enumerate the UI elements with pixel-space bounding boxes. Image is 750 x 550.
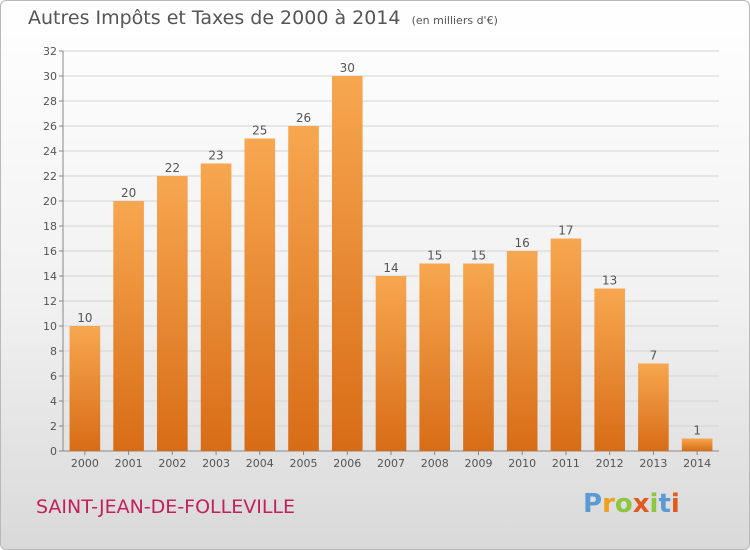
bar	[463, 263, 494, 451]
logo-letter: r	[602, 489, 615, 519]
x-tick-label: 2011	[552, 457, 580, 470]
bar-value-label: 26	[296, 111, 311, 125]
x-tick-label: 2007	[377, 457, 405, 470]
x-tick-label: 2003	[202, 457, 230, 470]
bar	[638, 363, 669, 451]
y-tick-label: 32	[43, 45, 57, 58]
bar-value-label: 30	[340, 61, 355, 75]
x-tick-label: 2013	[639, 457, 667, 470]
bar	[157, 176, 188, 451]
bar-value-label: 10	[77, 311, 92, 325]
bar-value-label: 22	[165, 161, 180, 175]
bar	[288, 126, 319, 451]
y-tick-label: 22	[43, 170, 57, 183]
bar	[594, 288, 625, 451]
bar-value-label: 25	[252, 124, 267, 138]
y-tick-label: 14	[43, 270, 57, 283]
y-tick-label: 4	[50, 395, 57, 408]
y-tick-label: 18	[43, 220, 57, 233]
logo-letter: x	[632, 489, 650, 519]
bar	[200, 163, 232, 451]
bar	[506, 251, 538, 451]
x-tick-label: 2014	[683, 457, 711, 470]
y-tick-label: 12	[43, 295, 57, 308]
bar-value-label: 16	[515, 236, 530, 250]
commune-name: SAINT-JEAN-DE-FOLLEVILLE	[36, 496, 296, 518]
bar	[375, 276, 407, 451]
bar	[244, 138, 276, 451]
y-tick-label: 10	[43, 320, 57, 333]
chart-title: Autres Impôts et Taxes de 2000 à 2014	[28, 7, 401, 29]
bars	[69, 76, 713, 451]
x-tick-label: 2012	[596, 457, 624, 470]
x-tick-label: 2005	[290, 457, 318, 470]
y-tick-label: 24	[43, 145, 57, 158]
x-tick-label: 2008	[421, 457, 449, 470]
logo-letter: o	[614, 489, 633, 519]
y-tick-label: 2	[50, 420, 57, 433]
y-tick-label: 26	[43, 120, 57, 133]
y-tick-label: 6	[50, 370, 57, 383]
y-tick-label: 28	[43, 95, 57, 108]
x-tick-label: 2004	[246, 457, 274, 470]
y-tick-label: 20	[43, 195, 57, 208]
x-tick-label: 2006	[333, 457, 361, 470]
logo-letter: i	[670, 489, 680, 519]
x-tick-label: 2001	[115, 457, 143, 470]
x-tick-label: 2000	[71, 457, 99, 470]
bar	[419, 263, 451, 451]
logo-letter: P	[583, 489, 603, 519]
bar	[113, 201, 144, 451]
y-tick-label: 8	[50, 345, 57, 358]
x-tick-label: 2009	[464, 457, 492, 470]
bar-value-label: 1	[693, 424, 701, 438]
bar-value-label: 20	[121, 186, 136, 200]
bar-value-label: 13	[602, 274, 617, 288]
chart-subtitle: (en milliers d'€)	[411, 14, 498, 27]
bar-value-label: 7	[650, 349, 658, 363]
title-row: Autres Impôts et Taxes de 2000 à 2014 (e…	[28, 7, 498, 29]
bar	[331, 76, 363, 451]
bar-value-label: 14	[383, 261, 398, 275]
bar-value-label: 17	[558, 224, 573, 238]
logo-letter: i	[649, 489, 659, 519]
y-tick-label: 16	[43, 245, 57, 258]
bar-value-label: 15	[427, 249, 442, 263]
logo-letter: t	[658, 489, 671, 519]
data-labels: 10 20 22 23 25 26 30 14 15 15 16 17 13 7 1	[77, 61, 701, 438]
x-tick-label: 2002	[158, 457, 186, 470]
y-tick-label: 0	[50, 445, 57, 458]
x-tick-label: 2010	[508, 457, 536, 470]
bar-value-label: 15	[471, 249, 486, 263]
bar	[681, 438, 713, 451]
proxiti-logo: Proxiti	[583, 489, 680, 519]
bar	[550, 238, 582, 451]
y-tick-label: 30	[43, 70, 57, 83]
bar-value-label: 23	[208, 149, 223, 163]
bar	[69, 326, 101, 451]
